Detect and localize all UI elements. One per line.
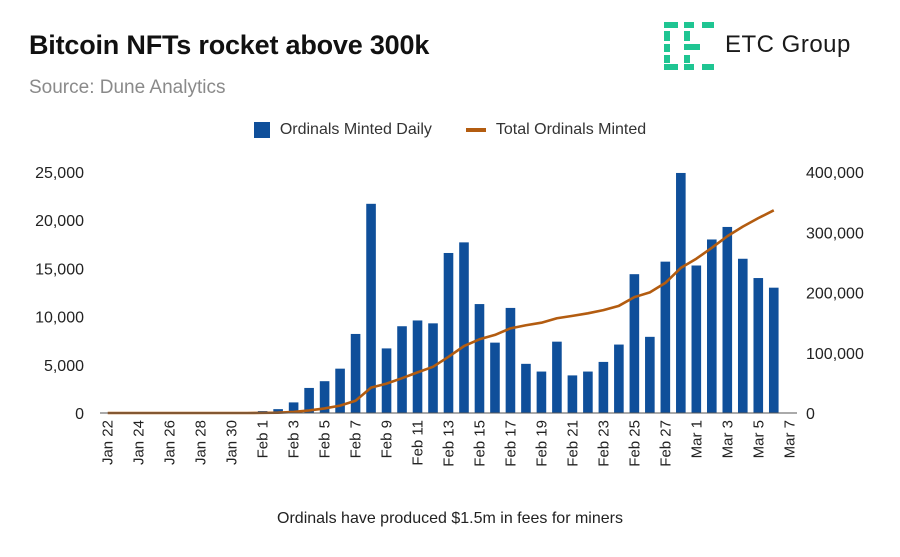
- legend-label-total: Total Ordinals Minted: [495, 121, 647, 138]
- x-tick-label: Feb 3: [286, 420, 303, 458]
- bar-feb-17: [505, 307, 516, 413]
- legend-item-daily: Ordinals Minted Daily: [253, 121, 432, 139]
- x-tick-label: Mar 7: [781, 420, 798, 458]
- y-right-tick-label: 400,000: [806, 165, 864, 182]
- bar-feb-20: [552, 341, 562, 413]
- bar-feb-12: [428, 323, 438, 413]
- x-tick-label: Feb 23: [595, 420, 612, 467]
- chart-caption: Ordinals have produced $1.5m in fees for…: [277, 510, 623, 527]
- bar-feb-22: [583, 371, 593, 413]
- x-tick-label: Feb 25: [626, 420, 643, 467]
- bar-feb-8: [366, 203, 376, 413]
- y-left-tick-label: 0: [75, 406, 84, 423]
- bar-feb-14: [459, 242, 469, 413]
- bar-feb-7: [350, 333, 361, 413]
- x-tick-label: Feb 7: [348, 420, 365, 458]
- legend: Ordinals Minted Daily Total Ordinals Min…: [0, 121, 900, 139]
- bar-mar-1: [691, 265, 702, 413]
- bar-feb-9: [381, 348, 392, 413]
- source-note: Source: Dune Analytics: [29, 77, 226, 98]
- bar-feb-26: [645, 336, 655, 413]
- bar-feb-13: [443, 252, 454, 413]
- bar-feb-2: [273, 409, 283, 413]
- x-tick-label: Jan 26: [162, 420, 179, 465]
- bar-feb-10: [397, 326, 407, 413]
- legend-item-total: Total Ordinals Minted: [465, 121, 647, 139]
- bar-mar-5: [753, 278, 764, 413]
- bar-feb-3: [288, 402, 299, 413]
- bar-feb-28: [676, 172, 686, 413]
- x-tick-label: Feb 5: [317, 420, 334, 458]
- etc-logo-icon: [664, 22, 714, 70]
- y-right-tick-label: 300,000: [806, 225, 864, 242]
- x-tick-label: Jan 24: [131, 420, 148, 465]
- bar-feb-18: [521, 363, 531, 413]
- x-tick-label: Mar 5: [750, 420, 767, 458]
- x-tick-label: Jan 22: [100, 420, 117, 465]
- x-tick-label: Feb 9: [379, 420, 396, 458]
- legend-label-daily: Ordinals Minted Daily: [279, 121, 432, 138]
- bar-mar-2: [707, 239, 717, 413]
- x-tick-label: Feb 17: [502, 420, 519, 467]
- bar-feb-25: [629, 274, 640, 413]
- y-left-tick-label: 10,000: [35, 310, 84, 327]
- total-line: [107, 209, 775, 415]
- bar-feb-19: [536, 371, 547, 413]
- y-left-tick-label: 15,000: [35, 261, 84, 278]
- bar-feb-24: [614, 344, 624, 413]
- y-left-tick-label: 5,000: [44, 358, 84, 375]
- y-right-tick-label: 0: [806, 406, 815, 423]
- y-left-tick-label: 25,000: [35, 165, 84, 182]
- bar-feb-15: [474, 304, 485, 413]
- x-tick-label: Jan 28: [193, 420, 210, 465]
- x-tick-label: Mar 3: [719, 420, 736, 458]
- bar-feb-16: [490, 342, 500, 413]
- bar-feb-6: [335, 368, 345, 413]
- x-tick-label: Feb 19: [533, 420, 550, 467]
- x-tick-label: Feb 15: [471, 420, 488, 467]
- bar-feb-4: [304, 387, 314, 413]
- chart-title: Bitcoin NFTs rocket above 300k: [29, 30, 430, 60]
- bar-feb-27: [660, 261, 671, 413]
- legend-swatch-bar: [253, 122, 270, 138]
- x-tick-label: Mar 1: [688, 420, 705, 458]
- y-right-tick-label: 100,000: [806, 346, 864, 363]
- bar-feb-21: [567, 375, 578, 413]
- bar-feb-11: [412, 320, 423, 413]
- legend-swatch-line: [465, 128, 486, 132]
- logo-text: ETC Group: [725, 31, 851, 58]
- x-tick-label: Feb 13: [441, 420, 458, 467]
- x-tick-label: Feb 1: [255, 420, 272, 458]
- etc-group-logo: ETC Group: [664, 22, 884, 70]
- bar-mar-6: [768, 287, 779, 413]
- bar-feb-23: [598, 361, 609, 413]
- y-right-tick-label: 200,000: [806, 286, 864, 303]
- x-tick-label: Jan 30: [224, 420, 241, 465]
- x-tick-label: Feb 27: [657, 420, 674, 467]
- x-tick-label: Feb 21: [564, 420, 581, 467]
- y-left-tick-label: 20,000: [35, 213, 84, 230]
- bar-feb-5: [319, 381, 330, 413]
- bar-mar-4: [737, 258, 748, 413]
- x-tick-label: Feb 11: [410, 420, 427, 466]
- bar-mar-3: [722, 226, 733, 413]
